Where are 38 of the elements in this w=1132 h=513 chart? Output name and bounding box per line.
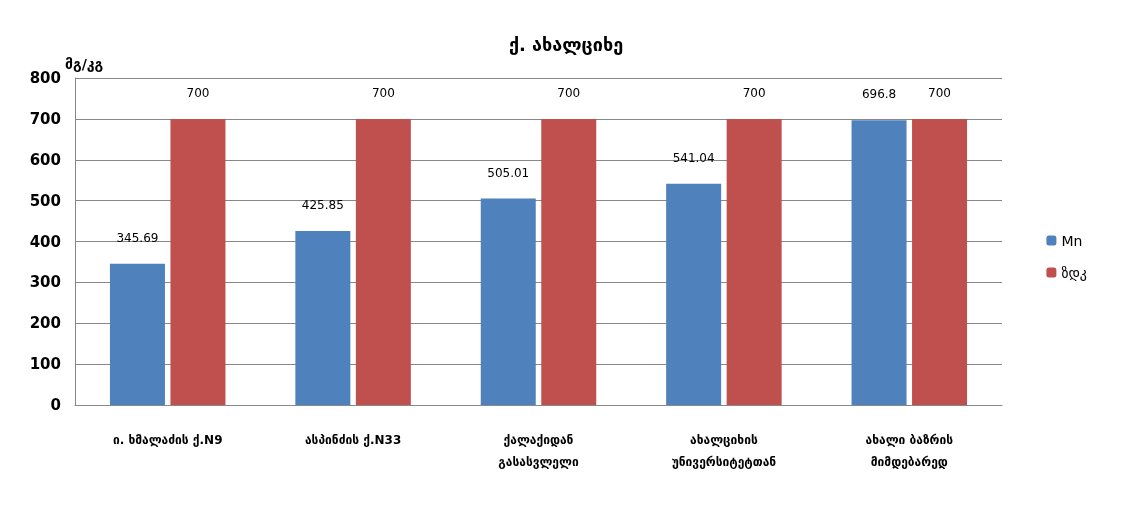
- chart-title: ქ. ახალციხე: [508, 33, 624, 55]
- data-label: 700: [742, 85, 766, 100]
- y-axis-title: მგ/კგ: [65, 55, 104, 72]
- bar: [666, 183, 722, 405]
- bar: [912, 118, 968, 405]
- data-label: 505.01: [487, 165, 530, 180]
- bar: [480, 198, 536, 405]
- data-label: 541.04: [672, 150, 715, 165]
- x-tick-label: ი. ხმალაძის ქ.N9: [112, 433, 223, 447]
- y-tick-label: 200: [29, 314, 61, 333]
- y-tick-label: 500: [29, 191, 61, 210]
- bar: [295, 230, 351, 405]
- bar: [726, 118, 782, 405]
- y-tick-label: 0: [50, 396, 61, 414]
- x-tick-label: ქალაქიდან გასასვლელი: [498, 433, 579, 469]
- bar: [851, 120, 907, 405]
- bar: [170, 118, 226, 405]
- y-tick-label: 400: [29, 232, 61, 251]
- x-tick-label: ახალი ბაზრის მიმდებარედ: [865, 433, 954, 469]
- y-tick-label: 100: [29, 355, 61, 374]
- y-tick-label: 600: [29, 150, 61, 169]
- data-label: 700: [186, 85, 210, 100]
- legend-label: ზდკ: [1061, 264, 1088, 281]
- bar: [109, 263, 165, 405]
- y-tick-label: 700: [29, 109, 61, 128]
- x-tick-label: ახალციხის უნივერსიტეტთან: [671, 433, 777, 469]
- data-label: 700: [371, 85, 395, 100]
- legend-label: Mn: [1061, 232, 1083, 249]
- bar: [541, 118, 597, 405]
- x-tick-label: ასპინძის ქ.N33: [304, 433, 402, 447]
- y-tick-label: 800: [29, 69, 61, 87]
- bar: [355, 118, 411, 405]
- y-tick-label: 300: [29, 273, 61, 292]
- data-label: 345.69: [116, 230, 159, 245]
- data-label: 700: [557, 85, 581, 100]
- data-label: 700: [928, 85, 951, 100]
- data-label: 425.85: [301, 197, 344, 212]
- data-label: 696.8: [861, 87, 897, 102]
